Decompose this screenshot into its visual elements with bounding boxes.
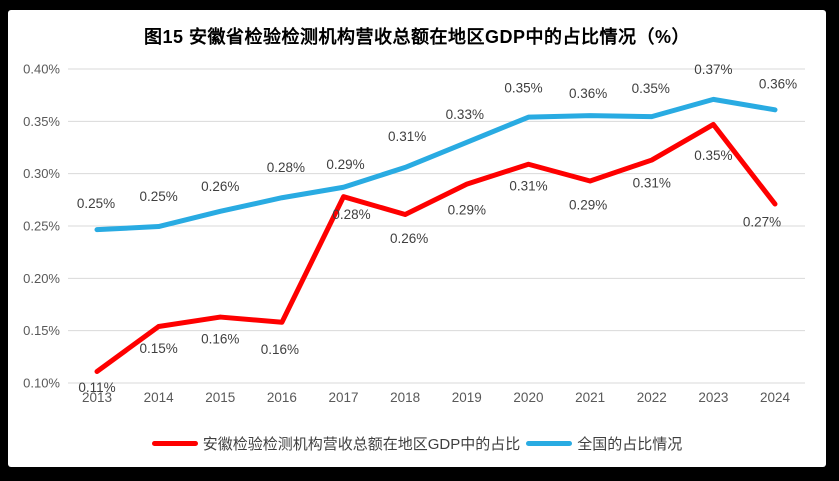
series-line-anhui (94, 121, 778, 374)
x-axis-tick-label: 2022 (637, 390, 667, 405)
y-axis-tick-label: 0.25% (23, 219, 60, 234)
data-label-anhui: 0.29% (569, 197, 607, 212)
legend-line-swatch-red (151, 441, 198, 446)
legend-label-national: 全国的占比情况 (577, 436, 683, 453)
x-axis-tick-label: 2021 (575, 390, 605, 405)
data-label-anhui: 0.29% (448, 203, 486, 218)
data-label-national: 0.25% (77, 196, 115, 211)
data-label-national: 0.29% (326, 157, 364, 172)
data-label-anhui: 0.31% (509, 179, 547, 194)
x-axis-tick-label: 2016 (267, 390, 297, 405)
x-axis-tick-label: 2020 (513, 390, 543, 405)
x-axis-tick-label: 2023 (698, 390, 728, 405)
chart-panel: 图15 安徽省检验检测机构营收总额在地区GDP中的占比情况（%） 0.40% 0.… (8, 10, 826, 467)
x-axis-tick-label: 2017 (329, 390, 359, 405)
data-label-anhui: 0.15% (139, 341, 177, 356)
data-label-national: 0.35% (632, 81, 670, 96)
y-axis-tick-label: 0.40% (23, 62, 60, 77)
data-label-national: 0.31% (388, 129, 426, 144)
data-label-national: 0.26% (201, 179, 239, 194)
legend-item-anhui: 安徽检验检测机构营收总额在地区GDP中的占比 (151, 433, 521, 454)
y-axis-tick-label: 0.15% (23, 323, 60, 338)
data-label-anhui: 0.31% (633, 176, 671, 191)
y-axis-tick-label: 0.35% (23, 114, 60, 129)
data-label-anhui: 0.28% (332, 207, 370, 222)
x-axis-tick-label: 2024 (760, 390, 791, 405)
chart-legend: 安徽检验检测机构营收总额在地区GDP中的占比 全国的占比情况 (8, 433, 826, 454)
x-axis-tick-label: 2019 (452, 390, 482, 405)
data-label-national: 0.36% (569, 86, 607, 101)
legend-item-national: 全国的占比情况 (526, 433, 682, 454)
data-label-national: 0.36% (759, 76, 797, 91)
chart-title: 图15 安徽省检验检测机构营收总额在地区GDP中的占比情况（%） (143, 27, 691, 47)
chart-canvas: 0.40% 0.35% 0.30% 0.25% 0.20% 0.15% 0.10% 2013 2… (23, 62, 805, 405)
x-axis-tick-label: 2015 (205, 390, 235, 405)
data-label-national: 0.35% (504, 81, 542, 96)
y-axis-tick-label: 0.10% (23, 376, 60, 391)
x-axis-tick-label: 2014 (144, 390, 175, 405)
data-label-anhui: 0.27% (743, 215, 781, 230)
data-label-national: 0.37% (694, 62, 732, 77)
data-label-national: 0.28% (267, 160, 305, 175)
legend-label-anhui: 安徽检验检测机构营收总额在地区GDP中的占比 (202, 436, 521, 453)
x-axis-tick-label: 2018 (390, 390, 420, 405)
data-label-anhui: 0.35% (694, 148, 732, 163)
data-label-anhui: 0.26% (390, 231, 428, 246)
data-label-anhui: 0.11% (78, 380, 115, 395)
series-line-national (94, 96, 778, 233)
data-label-anhui: 0.16% (261, 342, 299, 357)
data-label-national: 0.25% (139, 189, 177, 204)
data-label-anhui: 0.16% (201, 332, 239, 347)
y-axis-tick-label: 0.20% (23, 271, 60, 286)
x-axis-tick-label: 2013 (82, 390, 112, 405)
data-label-national: 0.33% (446, 107, 484, 122)
legend-line-swatch-blue (526, 441, 573, 446)
y-axis-tick-label: 0.30% (23, 166, 60, 181)
